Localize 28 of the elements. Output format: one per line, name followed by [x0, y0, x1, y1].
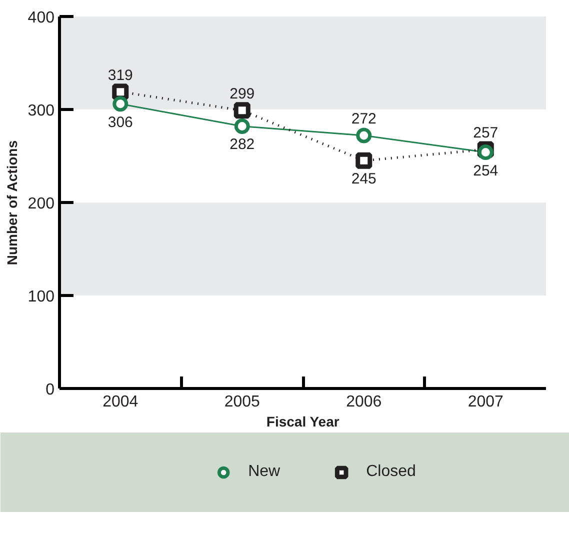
point — [112, 84, 129, 100]
y-tick-label: 100 — [28, 288, 55, 306]
x-tick-label: 2006 — [346, 394, 382, 410]
x-tick-label: 2005 — [224, 394, 260, 410]
y-tick-label: 200 — [28, 196, 55, 212]
point — [356, 128, 372, 144]
point — [234, 102, 250, 119]
data-label: 272 — [351, 110, 376, 128]
point — [356, 152, 372, 169]
point — [112, 96, 128, 112]
x-tick-label: 2007 — [468, 394, 504, 410]
data-label: 245 — [351, 170, 376, 188]
x-tick-label: 2004 — [102, 394, 138, 410]
data-label: 257 — [473, 124, 498, 142]
y-tick-label: 400 — [28, 10, 55, 26]
data-label: 282 — [230, 136, 255, 154]
legend-label: Closed — [366, 463, 416, 481]
data-label: 299 — [230, 85, 255, 102]
point — [478, 144, 494, 160]
y-axis-title: Number of Actions — [4, 140, 20, 266]
data-label: 254 — [473, 162, 498, 180]
point — [234, 118, 250, 134]
data-label: 319 — [108, 66, 133, 84]
legend-label: New — [248, 463, 280, 481]
y-tick-label: 300 — [28, 102, 55, 120]
y-tick-label: 0 — [46, 382, 55, 398]
x-axis-title: Fiscal Year — [266, 414, 340, 430]
data-label: 306 — [108, 114, 133, 131]
